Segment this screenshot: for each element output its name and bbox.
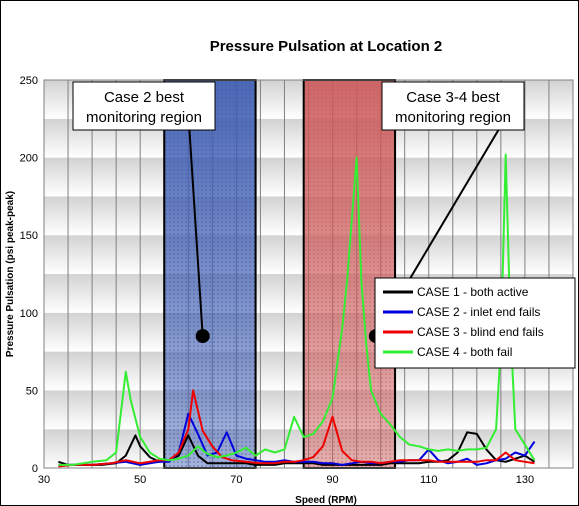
chart-title: Pressure Pulsation at Location 2: [210, 38, 443, 55]
callout-leader: [188, 129, 204, 337]
y-tick-label: 200: [20, 153, 38, 165]
x-tick-labels: 30 50 70 90 110 130: [38, 474, 534, 486]
y-tick-labels: 0 50 100 150 200 250: [20, 75, 38, 475]
region-callouts: Case 2 best monitoring region Case 3-4 bes…: [72, 81, 525, 344]
callout-line1: Case 2 best: [104, 89, 185, 106]
legend-label: CASE 4 - both fail: [417, 345, 512, 359]
x-tick-label: 30: [38, 474, 50, 486]
callout-line2: monitoring region: [395, 109, 511, 126]
legend: CASE 1 - both active CASE 2 - inlet end f…: [374, 277, 576, 369]
region-rect: [163, 79, 257, 469]
monitoring-regions: [163, 79, 397, 469]
x-tick-label: 50: [134, 474, 146, 486]
legend-label: CASE 3 - blind end fails: [417, 325, 544, 339]
series-line: [58, 412, 536, 466]
y-tick-label: 100: [20, 308, 38, 320]
series-line: [58, 153, 536, 466]
y-tick-label: 50: [26, 385, 38, 397]
callout-box: [381, 81, 525, 131]
callout-box: [72, 81, 216, 131]
series-line: [58, 431, 536, 466]
callout-line2: monitoring region: [86, 109, 202, 126]
plot-border: [43, 79, 574, 469]
region-rect: [302, 79, 397, 469]
series-lines: [58, 153, 536, 468]
y-tick-label: 250: [20, 75, 38, 87]
legend-label: CASE 1 - both active: [417, 285, 529, 299]
x-tick-label: 70: [230, 474, 242, 486]
y-tick-label: 150: [20, 230, 38, 242]
y-tick-label: 0: [32, 463, 38, 475]
x-tick-label: 110: [420, 474, 438, 486]
callout-dot: [195, 329, 210, 344]
x-tick-label: 130: [516, 474, 534, 486]
callout-line1: Case 3-4 best: [406, 89, 500, 106]
legend-label: CASE 2 - inlet end fails: [417, 305, 540, 319]
x-tick-label: 90: [326, 474, 338, 486]
y-axis-label: Pressure Pulsation (psi peak-peak): [5, 191, 16, 357]
x-axis-label: Speed (RPM): [295, 495, 357, 505]
